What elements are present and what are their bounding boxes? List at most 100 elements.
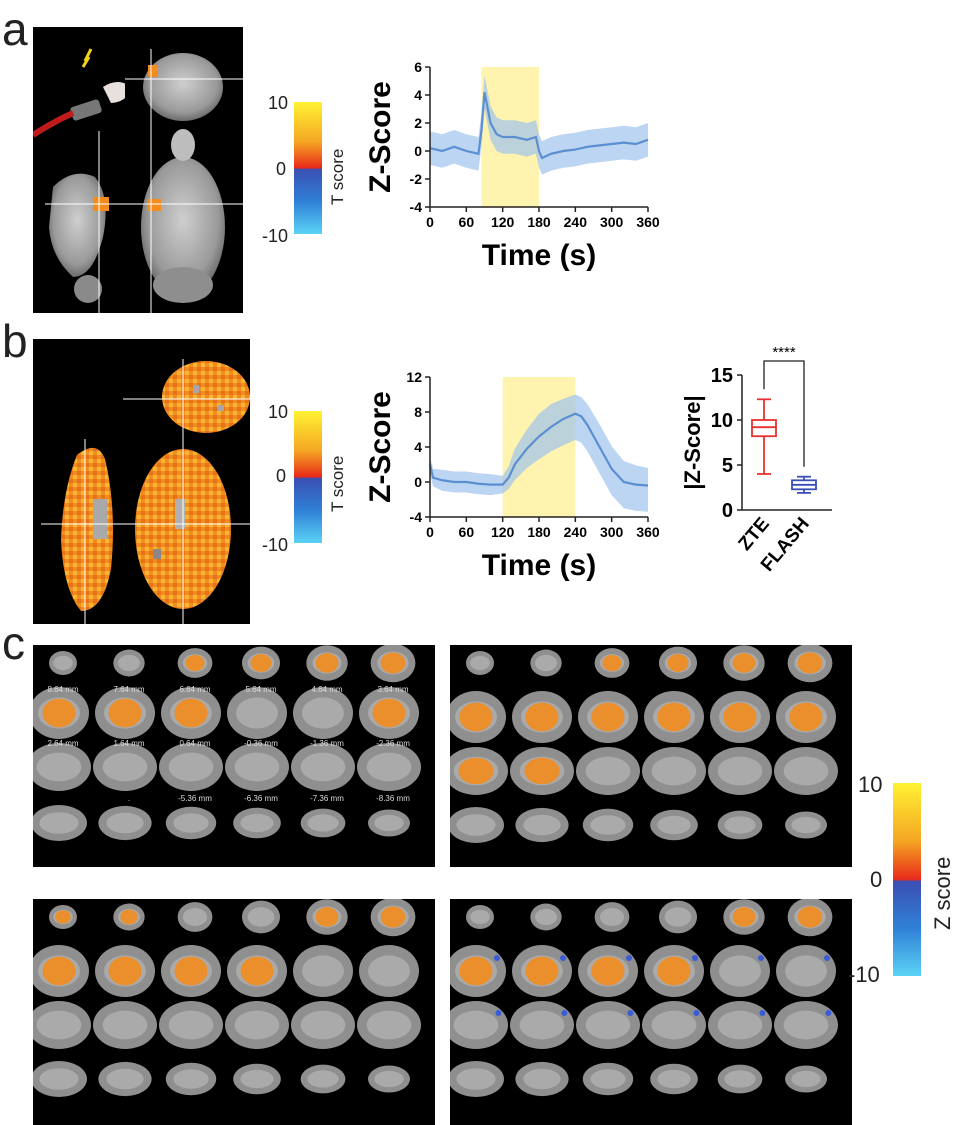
slice-inner — [302, 955, 344, 987]
slice-label: -8.36 mm — [376, 794, 410, 803]
slice-inner — [717, 756, 763, 786]
slice-inner — [102, 752, 148, 782]
panel-letter-b: b — [2, 315, 28, 367]
activation-blob — [459, 956, 493, 986]
montage-bottom-right — [450, 899, 852, 1125]
deactivation-spot — [692, 955, 698, 961]
box-y-axis-label: |Z-Score| — [680, 395, 705, 489]
x-tick-label: 300 — [600, 524, 624, 540]
activation-blob — [42, 956, 76, 986]
slice-inner — [102, 1010, 148, 1040]
mri-ortho-a — [33, 27, 243, 313]
x-tick-label: 60 — [459, 524, 475, 540]
activation-blob — [120, 909, 138, 925]
slice-inner — [53, 655, 73, 671]
deactivation-spot — [627, 1010, 634, 1016]
significance-stars: **** — [772, 345, 796, 361]
slice-inner — [585, 1010, 631, 1040]
activation-blob — [602, 654, 622, 672]
colorbar-b-mid: 0 — [276, 466, 287, 486]
mri-ortho-b-drawing — [41, 359, 250, 624]
slice-label: -5.36 mm — [178, 794, 212, 803]
slice-inner — [783, 756, 829, 786]
activation-blob — [372, 698, 406, 728]
x-tick-label: 360 — [636, 524, 660, 540]
slice-inner — [717, 1010, 763, 1040]
panel-letter-a: a — [2, 3, 28, 55]
x-tick-label: 240 — [564, 214, 588, 230]
slice-inner — [374, 1070, 404, 1088]
slice-inner — [456, 814, 496, 836]
x-tick-label: 120 — [491, 214, 515, 230]
montBR-drawing — [450, 899, 838, 1097]
slice-inner — [366, 1010, 412, 1040]
activation-blob — [732, 907, 756, 927]
deactivation-spot — [560, 955, 566, 961]
slice-inner — [234, 752, 280, 782]
activation-blob — [525, 956, 559, 986]
activation-blob — [315, 653, 339, 673]
activation-blob — [185, 654, 205, 672]
significance-bracket — [763, 360, 805, 467]
slice-inner — [651, 1010, 697, 1040]
x-tick-label: 120 — [491, 524, 515, 540]
y-tick-label: 4 — [414, 87, 422, 103]
colorbar-a-title: T score — [328, 148, 347, 205]
y-tick-label: -4 — [410, 509, 423, 525]
activation-blob — [657, 956, 691, 986]
slice-inner — [657, 1069, 691, 1089]
slice-inner — [724, 816, 756, 834]
slice-inner — [36, 1010, 82, 1040]
x-tick-label: 180 — [527, 214, 551, 230]
x-tick-label: 360 — [636, 214, 660, 230]
montBL-drawing — [33, 899, 421, 1097]
deactivation-spot — [495, 1010, 502, 1016]
slice-inner — [240, 813, 274, 833]
colorbar-b — [294, 411, 322, 543]
activation-blob — [315, 907, 339, 927]
mean-line — [429, 91, 649, 160]
slice-inner — [106, 1068, 144, 1090]
slice-label: -2.36 mm — [376, 739, 410, 748]
activation-blob — [380, 652, 406, 674]
y-tick-label: 12 — [406, 369, 422, 385]
activation-blob — [723, 702, 757, 732]
deactivation-spot — [561, 1010, 568, 1016]
slice-inner — [590, 1069, 626, 1089]
activation-blob — [525, 702, 559, 732]
y-tick-label: -2 — [410, 171, 423, 187]
slice-inner — [173, 813, 209, 833]
slice-inner — [664, 907, 692, 927]
box-zte — [751, 419, 777, 438]
activation-blob — [732, 653, 756, 673]
colorbar-a — [294, 102, 322, 234]
slice-label: -7.36 mm — [310, 794, 344, 803]
box-y-tick-label: 0 — [722, 500, 733, 522]
x-tick-label: 0 — [426, 214, 434, 230]
slice-inner — [168, 1010, 214, 1040]
slice-inner — [247, 907, 275, 927]
activation-blob — [108, 956, 142, 986]
y-tick-label: 2 — [414, 115, 422, 131]
slice-inner — [657, 815, 691, 835]
slice-inner — [36, 752, 82, 782]
colorbar-c-title: Z score — [930, 856, 955, 930]
deactivation-spot — [759, 1010, 766, 1016]
slice-inner — [783, 1010, 829, 1040]
x-tick-label: 60 — [459, 214, 475, 230]
montage-top-right — [450, 645, 852, 867]
montTL-drawing: 8.64 mm 7.64 mm 6.64 mm 5.64 mm 4.64 mm 3.64 … — [33, 645, 421, 841]
slice-inner — [791, 1070, 821, 1088]
montage-top-left: 8.64 mm 7.64 mm 6.64 mm 5.64 mm 4.64 mm 3.64 … — [33, 645, 435, 867]
slice-label: 4.64 mm — [311, 685, 342, 694]
activation-blob — [667, 654, 689, 672]
mean-line — [428, 412, 649, 487]
y-tick-label: -4 — [410, 199, 423, 215]
activation-blob — [240, 956, 274, 986]
activation-blob — [174, 698, 208, 728]
activation-blob — [657, 702, 691, 732]
y-tick-label: 0 — [414, 143, 422, 159]
